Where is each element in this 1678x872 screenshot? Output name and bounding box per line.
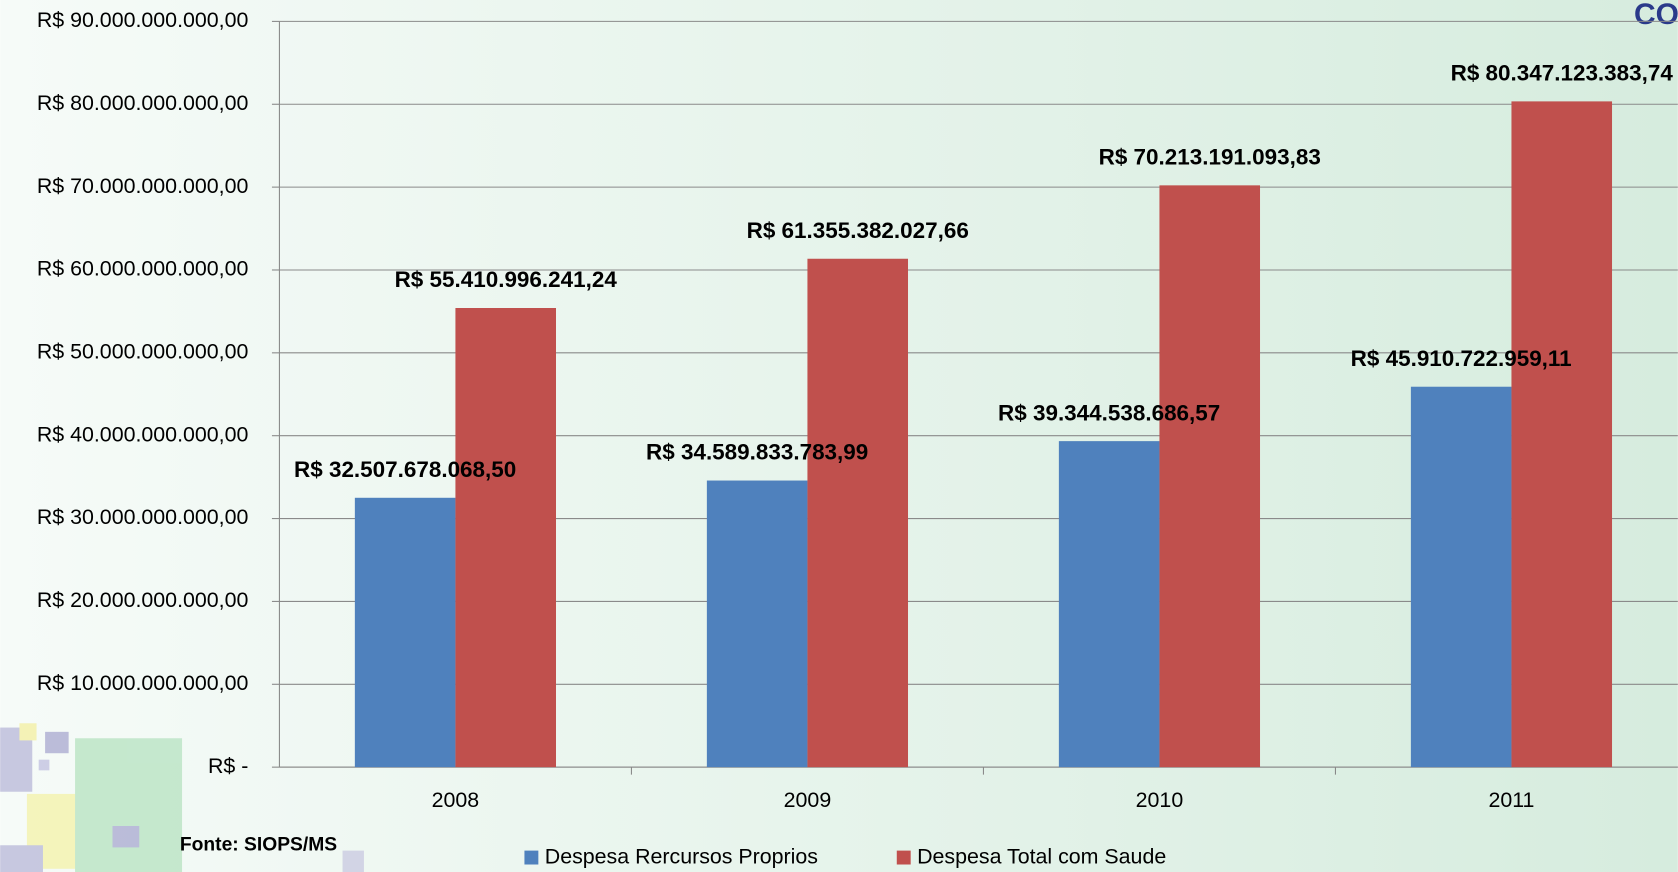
x-tick-label: 2010	[1136, 788, 1184, 812]
bar	[807, 258, 909, 768]
data-label: R$ 70.213.191.093,83	[1099, 145, 1321, 170]
legend-label: Despesa Rercursos Proprios	[545, 845, 818, 869]
y-tick-label: R$ 90.000.000.000,00	[37, 8, 249, 32]
data-label: R$ 32.507.678.068,50	[294, 457, 516, 482]
y-tick-label: R$ 60.000.000.000,00	[37, 257, 249, 281]
bar	[706, 480, 808, 768]
data-label: R$ 61.355.382.027,66	[747, 218, 969, 243]
source-note: Fonte: SIOPS/MS	[180, 834, 337, 855]
bar	[1159, 185, 1261, 768]
x-tick-label: 2009	[784, 788, 832, 812]
bar	[1058, 441, 1160, 768]
bar	[354, 497, 456, 768]
bar	[455, 308, 557, 768]
bar	[1410, 386, 1512, 768]
legend-label: Despesa Total com Saude	[917, 845, 1166, 869]
y-tick-label: R$ 30.000.000.000,00	[37, 505, 249, 529]
data-label: R$ 80.347.123.383,74	[1451, 61, 1674, 86]
bar	[1511, 101, 1613, 768]
y-tick-label: R$ 40.000.000.000,00	[37, 422, 249, 446]
legend-swatch	[896, 850, 911, 865]
data-label: R$ 55.410.996.241,24	[395, 267, 618, 292]
y-tick-label: R$ 20.000.000.000,00	[37, 588, 249, 612]
data-label: R$ 45.910.722.959,11	[1351, 346, 1572, 371]
x-tick-label: 2008	[432, 788, 480, 812]
y-tick-label: R$ 70.000.000.000,00	[37, 174, 249, 198]
data-label: R$ 39.344.538.686,57	[998, 400, 1220, 425]
y-tick-label: R$ 80.000.000.000,00	[37, 91, 249, 115]
x-tick-label: 2011	[1488, 788, 1534, 812]
decoration	[0, 723, 364, 872]
legend-swatch	[524, 850, 539, 865]
y-tick-label: R$ 50.000.000.000,00	[37, 339, 249, 363]
y-tick-label: R$ 10.000.000.000,00	[37, 671, 249, 695]
data-label: R$ 34.589.833.783,99	[646, 440, 868, 465]
y-tick-label: R$ -	[208, 754, 248, 778]
logo: CO	[1634, 0, 1678, 31]
